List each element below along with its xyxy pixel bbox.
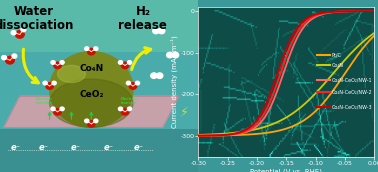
Circle shape xyxy=(135,81,139,85)
Text: ⚡: ⚡ xyxy=(180,105,189,118)
Text: Co₄N: Co₄N xyxy=(332,63,344,68)
Text: Co₄N-CeO₂/NW-1: Co₄N-CeO₂/NW-1 xyxy=(332,77,372,82)
Circle shape xyxy=(121,109,129,115)
Ellipse shape xyxy=(50,79,133,127)
X-axis label: Potential (V vs. RHE): Potential (V vs. RHE) xyxy=(250,168,322,172)
Text: Water
dissociation: Water dissociation xyxy=(0,5,73,32)
Ellipse shape xyxy=(57,65,85,83)
Circle shape xyxy=(60,107,64,111)
Circle shape xyxy=(21,28,26,32)
Text: Co₄N-CeO₂/NW-3: Co₄N-CeO₂/NW-3 xyxy=(332,104,372,109)
Circle shape xyxy=(156,73,163,78)
Circle shape xyxy=(94,119,98,123)
Circle shape xyxy=(129,83,137,89)
Ellipse shape xyxy=(50,52,133,127)
Text: CeO₂: CeO₂ xyxy=(79,90,104,99)
Text: Co₄N-CeO₂/NW-2: Co₄N-CeO₂/NW-2 xyxy=(332,90,372,95)
Circle shape xyxy=(46,83,53,89)
Circle shape xyxy=(88,48,95,55)
Circle shape xyxy=(2,56,6,60)
Bar xyxy=(0,0,198,52)
Circle shape xyxy=(54,62,61,69)
Circle shape xyxy=(126,81,130,85)
Text: Co₄N: Co₄N xyxy=(79,64,104,73)
Text: Electron
transfer: Electron transfer xyxy=(35,97,52,105)
Circle shape xyxy=(60,61,64,64)
Circle shape xyxy=(88,121,95,127)
Circle shape xyxy=(6,56,14,64)
Circle shape xyxy=(153,28,159,34)
Text: e⁻: e⁻ xyxy=(134,143,144,152)
Circle shape xyxy=(118,107,122,111)
Y-axis label: Current density (mA cm⁻¹): Current density (mA cm⁻¹) xyxy=(170,35,178,128)
Text: Electron
transfer: Electron transfer xyxy=(121,97,138,105)
Circle shape xyxy=(85,47,89,50)
Circle shape xyxy=(12,54,17,58)
Circle shape xyxy=(85,119,89,123)
Text: e⁻: e⁻ xyxy=(39,143,49,152)
Circle shape xyxy=(51,61,55,64)
Text: e⁻: e⁻ xyxy=(11,143,21,152)
Circle shape xyxy=(151,73,157,78)
Circle shape xyxy=(94,47,98,50)
Text: e⁻: e⁻ xyxy=(70,143,81,152)
Circle shape xyxy=(158,28,165,34)
Text: e⁻: e⁻ xyxy=(104,143,114,152)
Text: Pt/C: Pt/C xyxy=(332,52,341,57)
Circle shape xyxy=(172,52,179,58)
Circle shape xyxy=(127,107,132,111)
Circle shape xyxy=(54,109,61,115)
Circle shape xyxy=(127,61,132,64)
Circle shape xyxy=(118,61,122,64)
Polygon shape xyxy=(4,96,179,127)
Circle shape xyxy=(52,81,56,85)
Bar xyxy=(0,129,198,172)
Circle shape xyxy=(167,52,173,58)
Circle shape xyxy=(51,107,55,111)
Circle shape xyxy=(43,81,47,85)
Circle shape xyxy=(15,31,24,38)
Circle shape xyxy=(11,31,16,35)
Circle shape xyxy=(121,62,129,69)
Text: H₂
release: H₂ release xyxy=(118,5,167,32)
